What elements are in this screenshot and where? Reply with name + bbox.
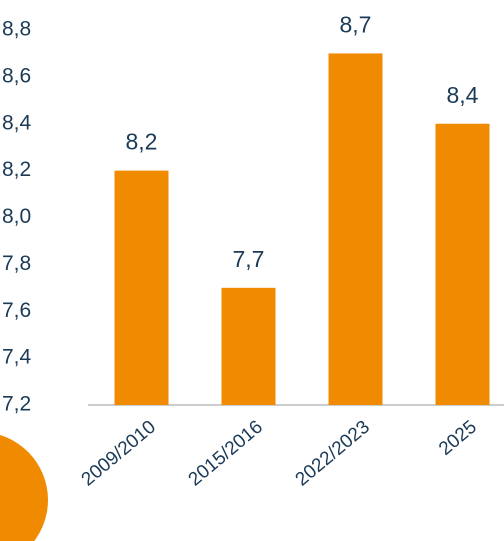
y-tick-label: 7,4 <box>2 346 32 369</box>
y-tick-label: 7,6 <box>2 299 31 322</box>
bar <box>328 53 383 405</box>
y-tick-label: 8,0 <box>2 205 31 228</box>
y-tick-label: 8,8 <box>2 18 31 41</box>
bar <box>221 287 276 405</box>
value-label: 8,7 <box>340 12 372 38</box>
bar <box>114 170 169 405</box>
x-tick-label: 2009/2010 <box>78 417 160 491</box>
value-label: 7,7 <box>233 246 265 272</box>
value-label: 8,4 <box>447 82 479 108</box>
bar <box>435 123 490 405</box>
y-tick-label: 7,2 <box>2 393 31 416</box>
decoration <box>0 435 48 541</box>
x-tick-label: 2025 <box>435 417 481 460</box>
y-tick-label: 7,8 <box>2 252 31 275</box>
y-tick-label: 8,4 <box>2 111 32 134</box>
x-tick-label: 2015/2016 <box>185 417 267 491</box>
y-tick-label: 8,6 <box>2 64 31 87</box>
value-label: 8,2 <box>126 129 158 155</box>
x-tick-label: 2022/2023 <box>292 417 374 491</box>
y-tick-label: 8,2 <box>2 158 31 181</box>
